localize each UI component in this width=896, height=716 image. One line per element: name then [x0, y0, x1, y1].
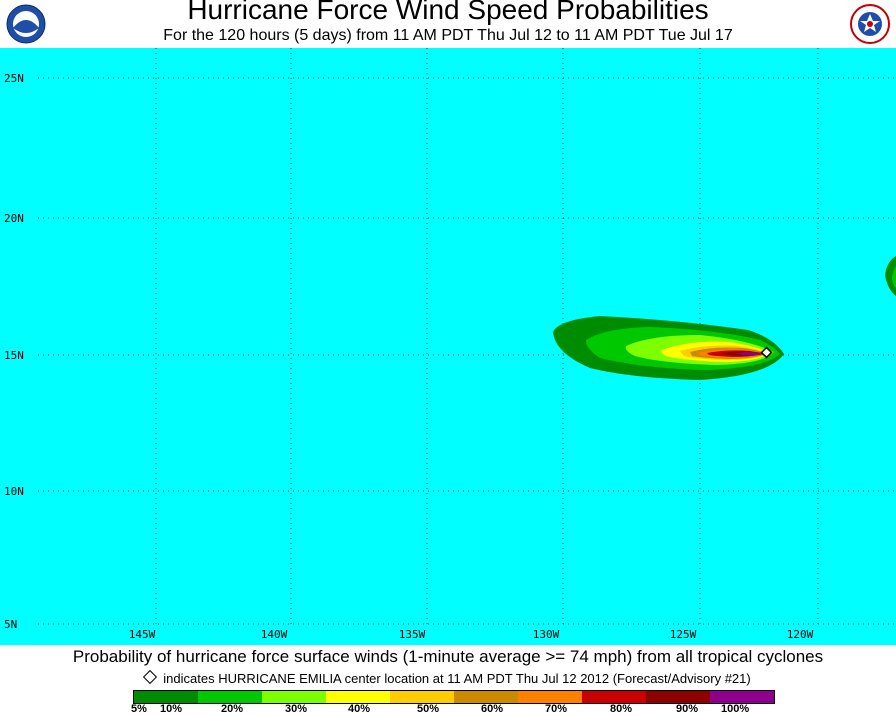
swath-edge-inner	[892, 266, 896, 288]
legend-label-70: 70%	[545, 703, 568, 715]
map-caption: Probability of hurricane force surface w…	[72, 647, 824, 666]
legend-color-bar	[133, 690, 775, 704]
legend-label-80: 80%	[610, 703, 633, 715]
lon-label-145w: 145W	[129, 628, 156, 641]
lon-label-130w: 130W	[533, 628, 560, 641]
lon-label-135w: 135W	[399, 628, 426, 641]
legend-label-90: 90%	[676, 703, 699, 715]
legend-swatch-80	[646, 691, 710, 703]
page-subtitle: For the 120 hours (5 days) from 11 AM PD…	[163, 27, 733, 44]
noaa-logo-icon	[6, 4, 46, 44]
page-title: Hurricane Force Wind Speed Probabilities	[187, 0, 709, 25]
storm-center-note: indicates HURRICANE EMILIA center locati…	[0, 669, 896, 686]
lat-label-5n: 5N	[4, 618, 17, 631]
swath-90-percent	[736, 352, 764, 356]
legend-swatch-90	[710, 691, 774, 703]
storm-center-marker	[760, 346, 773, 359]
lat-label-10n: 10N	[4, 485, 24, 498]
legend-swatch-5	[134, 691, 198, 703]
legend-swatch-40	[390, 691, 454, 703]
lon-label-140w: 140W	[261, 628, 288, 641]
lon-label-125w: 125W	[670, 628, 697, 641]
legend-swatch-20	[262, 691, 326, 703]
lat-label-15n: 15N	[4, 349, 24, 362]
lat-label-25n: 25N	[4, 72, 24, 85]
diamond-icon	[143, 669, 158, 685]
legend-label-30: 30%	[285, 703, 308, 715]
probability-swath	[553, 256, 896, 380]
storm-center-note-text: indicates HURRICANE EMILIA center locati…	[163, 671, 751, 686]
legend-swatch-70	[582, 691, 646, 703]
nws-logo-icon	[850, 4, 890, 44]
legend-label-20: 20%	[221, 703, 244, 715]
legend-label-50: 50%	[417, 703, 440, 715]
lon-label-120w: 120W	[787, 628, 814, 641]
legend-label-60: 60%	[481, 703, 504, 715]
legend-swatch-30	[326, 691, 390, 703]
legend-swatch-10	[198, 691, 262, 703]
lat-label-20n: 20N	[4, 212, 24, 225]
probability-map: 25N 20N 15N 10N 5N 145W 140W 135W 130W 1…	[0, 48, 896, 645]
legend-label-10: 10%	[160, 703, 183, 715]
swath-edge-outer	[885, 256, 896, 296]
legend-label-40: 40%	[348, 703, 371, 715]
legend-label-100: 100%	[721, 703, 750, 715]
legend-label-5: 5%	[131, 703, 147, 715]
legend-labels: 5% 10% 20% 30% 40% 50% 60% 70% 80% 90% 1…	[0, 703, 896, 716]
legend-swatch-60	[518, 691, 582, 703]
legend-swatch-50	[454, 691, 518, 703]
